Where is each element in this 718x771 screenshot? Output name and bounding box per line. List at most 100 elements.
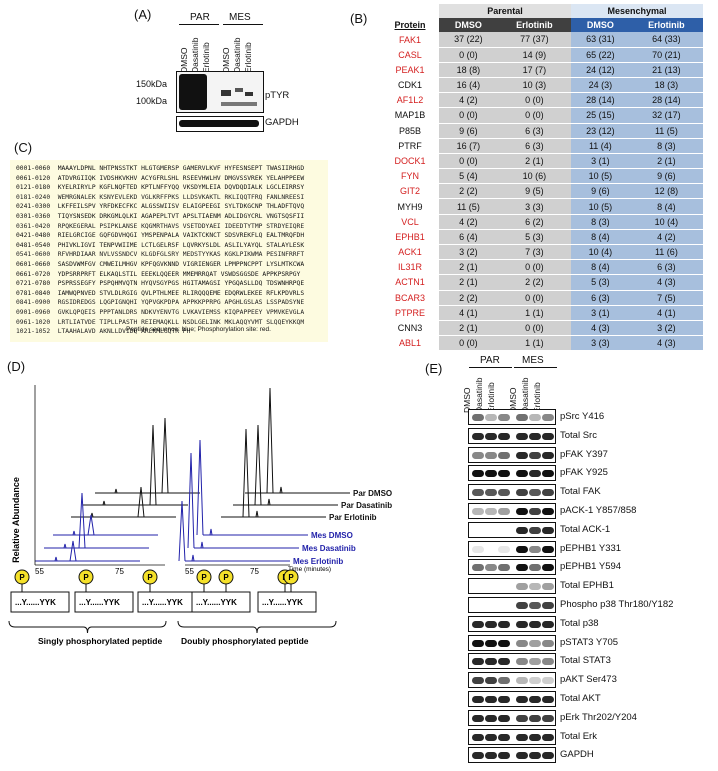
blot-strip xyxy=(468,747,556,764)
table-cell: 37 (22) xyxy=(439,32,498,48)
table-cell: 21 (13) xyxy=(629,62,703,78)
table-cell: 3 (1) xyxy=(570,153,630,170)
blot-band xyxy=(498,508,510,515)
gapdh-blot-a xyxy=(176,116,264,132)
sequence-line: 0361-0420 RPQKEGERAL PSIPKLANSE KQGMRTHA… xyxy=(16,222,305,230)
marker-100: 100kDa xyxy=(136,96,168,106)
table-cell: 9 (6) xyxy=(570,183,630,200)
table-cell: 8 (4) xyxy=(570,259,630,276)
blot-band xyxy=(542,470,554,478)
table-cell: 5 (3) xyxy=(570,274,630,291)
blot-band xyxy=(472,489,484,497)
blot-strip xyxy=(468,728,556,745)
table-cell: 10 (4) xyxy=(570,244,630,261)
table-row: PEAK1 18 (8) 17 (7) 24 (12) 21 (13) xyxy=(381,62,703,78)
table-cell: 10 (6) xyxy=(497,168,571,185)
lane-label: Dasatinib xyxy=(190,37,200,73)
table-cell: 6 (4) xyxy=(439,229,498,246)
sequence-line: 0301-0360 TIQYSNSEDK DRKGMLQLKI AGAPEPLT… xyxy=(16,212,305,220)
sequence-line: 0121-0180 KYELRIRYLP KGFLNQFTED KPTLNFFY… xyxy=(16,184,305,192)
blot-band xyxy=(529,545,541,553)
table-row: ABL1 0 (0) 1 (1) 3 (3) 4 (3) xyxy=(381,335,703,352)
sequence-lines: 0001-0060 MAAAYLDPNL NHTPNSSTKT HLGTGMER… xyxy=(10,164,328,337)
table-row: BCAR3 2 (2) 0 (0) 6 (3) 7 (5) xyxy=(381,290,703,306)
table-cell: 64 (33) xyxy=(629,32,703,48)
ptyr-band-4 xyxy=(245,92,253,96)
table-row: DOCK1 0 (0) 2 (1) 3 (1) 2 (1) xyxy=(381,153,703,170)
table-cell: 6 (3) xyxy=(570,290,630,306)
table-cell: 2 (1) xyxy=(629,153,703,170)
blot-strip xyxy=(468,540,556,557)
blot-band xyxy=(542,602,554,609)
table-cell: 1 (1) xyxy=(497,305,571,321)
table-cell: 24 (3) xyxy=(570,77,630,94)
col-mes-dmso: DMSO xyxy=(570,18,630,33)
blot-band xyxy=(529,714,541,722)
table-cell: 9 (6) xyxy=(439,123,498,139)
blot-strip xyxy=(468,578,556,595)
table-cell: 9 (5) xyxy=(497,183,571,200)
table-cell: 8 (4) xyxy=(570,229,630,246)
table-cell: 3 (3) xyxy=(497,198,571,215)
table-cell: 1 (1) xyxy=(497,335,571,352)
table-cell: 4 (3) xyxy=(629,335,703,352)
blot-band xyxy=(498,714,510,722)
blot-strip xyxy=(468,672,556,689)
blot-band xyxy=(485,752,497,760)
lane-label: Dasatinib xyxy=(520,377,530,413)
col-par-erl: Erlotinib xyxy=(497,18,571,33)
table-cell: 7 (3) xyxy=(497,244,571,261)
table-cell: 28 (14) xyxy=(570,92,630,109)
blot-strip xyxy=(468,653,556,670)
protein-name: VCL xyxy=(401,216,419,227)
protein-name: P85B xyxy=(398,125,422,136)
protein-name: EPHB1 xyxy=(395,231,425,242)
table-cell: 8 (3) xyxy=(570,214,630,230)
table-cell: 0 (0) xyxy=(439,335,498,352)
table-row: PTPRE 4 (1) 1 (1) 3 (1) 4 (1) xyxy=(381,305,703,321)
table-cell: 4 (2) xyxy=(439,214,498,230)
blot-band xyxy=(529,526,541,534)
phospho-circle-icon xyxy=(218,569,234,585)
blot-band xyxy=(516,714,528,722)
table-row: GIT2 2 (2) 9 (5) 9 (6) 12 (8) xyxy=(381,183,703,200)
blot-band xyxy=(529,752,541,760)
table-cell: 16 (7) xyxy=(439,138,498,154)
blot-band xyxy=(498,658,510,666)
table-cell: 4 (3) xyxy=(629,274,703,291)
blot-band xyxy=(516,451,528,459)
blot-label: Total STAT3 xyxy=(560,655,611,667)
blot-label: pSTAT3 Y705 xyxy=(560,636,619,648)
blot-strip xyxy=(468,521,556,538)
blot-band xyxy=(516,508,528,515)
caption-doubly: Doubly phosphorylated peptide xyxy=(181,636,309,646)
blot-band xyxy=(485,620,497,628)
group-mesenchymal: Mesenchymal xyxy=(570,4,703,19)
table-cell: 2 (2) xyxy=(439,183,498,200)
blot-label: pErk Thr202/Y204 xyxy=(560,711,637,723)
blot-band xyxy=(542,508,554,515)
phospho-label: P xyxy=(19,573,25,582)
table-cell: 28 (14) xyxy=(629,92,703,109)
table-cell: 0 (0) xyxy=(497,259,571,276)
table-cell: 9 (6) xyxy=(629,168,703,185)
table-cell: 6 (3) xyxy=(497,138,571,154)
trace-label: Mes DMSO xyxy=(311,531,353,540)
blot-label: GAPDH xyxy=(560,749,594,761)
table-row: FYN 5 (4) 10 (6) 10 (5) 9 (6) xyxy=(381,168,703,185)
table-cell: 5 (4) xyxy=(439,168,498,185)
blot-band xyxy=(542,432,554,440)
blot-label: Total Erk xyxy=(560,730,597,742)
trace-label-group: Par DMSO Par Dasatinib Par Erlotinib Mes DM… xyxy=(293,489,392,566)
blot-band xyxy=(498,733,510,741)
blot-band xyxy=(529,677,541,685)
blot-band xyxy=(498,489,510,497)
table-cell: 3 (2) xyxy=(439,244,498,261)
blot-band xyxy=(485,714,497,722)
table-cell: 6 (2) xyxy=(497,214,571,230)
blot-band xyxy=(516,602,528,609)
phospho-label: P xyxy=(83,573,89,582)
table-cell: 2 (1) xyxy=(439,259,498,276)
table-row: FAK1 37 (22) 77 (37) 63 (31) 64 (33) xyxy=(381,32,703,48)
table-cell: 17 (7) xyxy=(497,62,571,78)
